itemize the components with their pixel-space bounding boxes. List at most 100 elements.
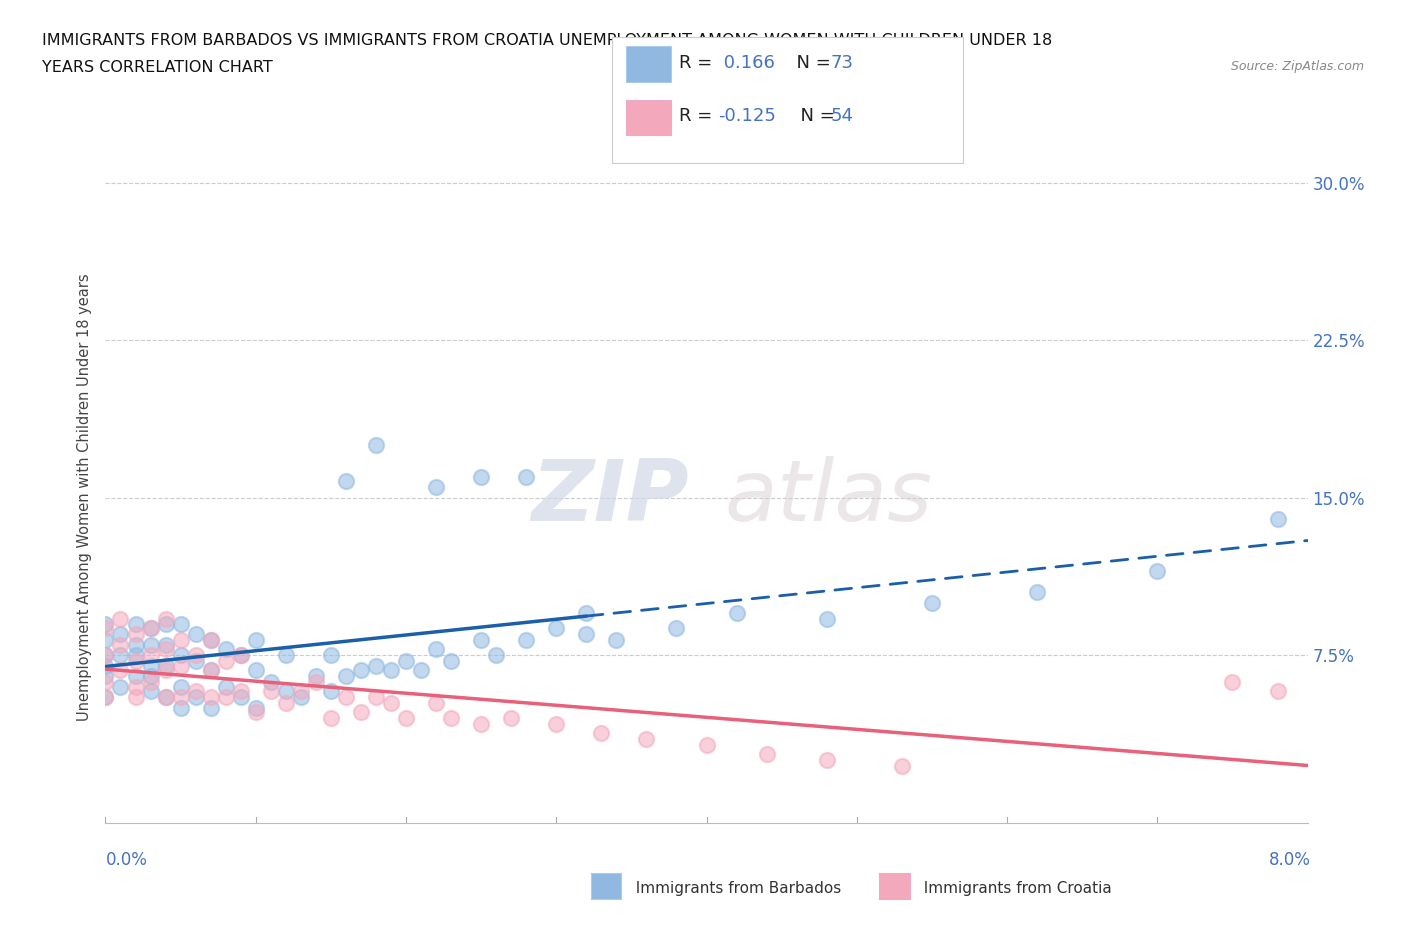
Point [290, 684, 312, 698]
Point [169, 679, 191, 694]
Point [155, 662, 177, 677]
Text: R =: R = [679, 107, 718, 126]
Point [335, 669, 357, 684]
Point [124, 654, 146, 669]
Point [260, 675, 283, 690]
Point [155, 658, 177, 673]
Point [409, 662, 432, 677]
Point [139, 658, 162, 673]
Point [815, 752, 838, 767]
Text: R =: R = [679, 54, 718, 73]
Text: Source: ZipAtlas.com: Source: ZipAtlas.com [1230, 60, 1364, 73]
Text: YEARS CORRELATION CHART: YEARS CORRELATION CHART [42, 60, 273, 75]
Point [214, 679, 236, 694]
Point [200, 633, 222, 648]
Point [184, 654, 207, 669]
Point [440, 654, 463, 669]
Text: N =: N = [785, 54, 837, 73]
Point [110, 662, 132, 677]
Point [184, 690, 207, 705]
Point [94, 690, 117, 705]
Text: 73: 73 [831, 54, 853, 73]
Point [425, 696, 447, 711]
Point [200, 662, 222, 677]
Point [470, 717, 492, 732]
Point [139, 669, 162, 684]
Point [169, 690, 191, 705]
Text: Immigrants from Barbados: Immigrants from Barbados [626, 881, 841, 896]
Point [245, 662, 267, 677]
Point [200, 662, 222, 677]
Point [1146, 564, 1168, 578]
Point [94, 616, 117, 631]
Point [725, 605, 748, 620]
Text: 0.0%: 0.0% [105, 851, 148, 870]
Point [274, 684, 297, 698]
Text: ZIP: ZIP [531, 456, 689, 539]
Point [124, 627, 146, 642]
Point [425, 480, 447, 495]
Point [94, 633, 117, 648]
Point [335, 473, 357, 488]
Point [1267, 512, 1289, 526]
Point [155, 690, 177, 705]
Point [124, 637, 146, 652]
Point [1267, 684, 1289, 698]
Point [921, 595, 943, 610]
Point [139, 647, 162, 662]
Point [155, 616, 177, 631]
Point [184, 684, 207, 698]
Point [305, 669, 328, 684]
Point [274, 696, 297, 711]
Text: 0.166: 0.166 [718, 54, 775, 73]
Point [110, 637, 132, 652]
Point [124, 669, 146, 684]
Point [124, 647, 146, 662]
Point [169, 616, 191, 631]
Text: -0.125: -0.125 [718, 107, 776, 126]
Point [94, 620, 117, 635]
Point [110, 612, 132, 627]
Point [395, 654, 418, 669]
Point [380, 696, 402, 711]
Point [214, 690, 236, 705]
Point [94, 690, 117, 705]
Point [169, 658, 191, 673]
Point [184, 627, 207, 642]
Point [350, 704, 373, 719]
Point [214, 654, 236, 669]
Point [425, 642, 447, 657]
Point [605, 633, 627, 648]
Point [350, 662, 373, 677]
Point [364, 438, 387, 453]
Point [94, 669, 117, 684]
Point [546, 717, 568, 732]
Point [94, 647, 117, 662]
Point [815, 612, 838, 627]
Point [364, 658, 387, 673]
Y-axis label: Unemployment Among Women with Children Under 18 years: Unemployment Among Women with Children U… [77, 273, 93, 722]
Point [319, 647, 342, 662]
Point [110, 647, 132, 662]
Point [94, 675, 117, 690]
Point [169, 700, 191, 715]
Point [110, 627, 132, 642]
Point [335, 690, 357, 705]
Point [200, 633, 222, 648]
Point [440, 711, 463, 725]
Point [155, 642, 177, 657]
Point [229, 647, 252, 662]
Point [155, 612, 177, 627]
Point [1026, 585, 1049, 600]
Point [229, 684, 252, 698]
Point [124, 679, 146, 694]
Point [395, 711, 418, 725]
Point [169, 633, 191, 648]
Point [184, 647, 207, 662]
Point [1222, 675, 1244, 690]
Point [155, 690, 177, 705]
Point [546, 620, 568, 635]
Point [274, 647, 297, 662]
Point [214, 642, 236, 657]
Point [575, 627, 598, 642]
